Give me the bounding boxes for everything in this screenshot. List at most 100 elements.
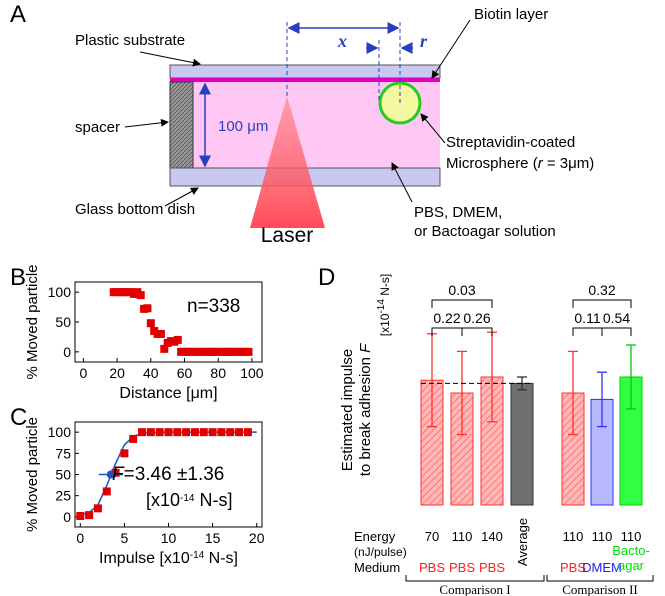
x-tick-label: 20 bbox=[249, 530, 265, 546]
point bbox=[245, 348, 253, 356]
label-part: = 3μm) bbox=[543, 155, 595, 172]
y-axis-label: % Moved particle bbox=[24, 417, 41, 532]
point bbox=[226, 428, 234, 436]
row-label: Energy bbox=[354, 529, 396, 544]
text-part: to break adhesion bbox=[357, 353, 374, 476]
label: 100 μm bbox=[218, 118, 268, 135]
y-tick-label: 100 bbox=[48, 424, 72, 440]
annotation: F=3.46 ±1.36 bbox=[112, 464, 224, 485]
y-tick-label: 0 bbox=[63, 509, 71, 525]
p-value: 0.32 bbox=[588, 282, 615, 298]
energy-label: 140 bbox=[481, 529, 503, 544]
text-part: N-s] bbox=[378, 274, 392, 299]
label: Biotin layer bbox=[474, 6, 548, 23]
point bbox=[120, 449, 128, 457]
text-part: [x10 bbox=[146, 490, 180, 510]
medium-label: Average bbox=[515, 518, 530, 566]
label: Glass bottom dish bbox=[75, 201, 195, 218]
y-axis-label: Estimated impulse bbox=[339, 349, 356, 472]
point bbox=[157, 330, 165, 338]
y-tick-label: 25 bbox=[55, 488, 71, 504]
point bbox=[244, 428, 252, 436]
energy-label: 110 bbox=[452, 529, 473, 544]
point bbox=[147, 319, 155, 327]
y-axis-label: to break adhesion F bbox=[357, 343, 374, 476]
energy-label: 110 bbox=[592, 529, 613, 544]
row-label: Medium bbox=[354, 560, 400, 575]
p-value: 0.26 bbox=[463, 310, 490, 326]
group-label: Comparison I bbox=[439, 582, 510, 596]
group-bracket bbox=[547, 575, 653, 581]
text-part: N-s] bbox=[194, 490, 232, 510]
x-tick-label: 10 bbox=[161, 530, 177, 546]
energy-label: 70 bbox=[425, 529, 439, 544]
medium-label: Bacto- bbox=[612, 543, 650, 558]
pointer bbox=[432, 20, 470, 78]
label: Plastic substrate bbox=[75, 32, 185, 49]
x-tick-label: 80 bbox=[210, 365, 226, 381]
significance-bracket bbox=[602, 328, 631, 336]
text-part: -14 bbox=[180, 493, 195, 504]
text-part: -14 bbox=[190, 550, 205, 561]
point bbox=[173, 428, 181, 436]
panel-label: D bbox=[318, 264, 335, 291]
x-tick-label: 0 bbox=[80, 365, 88, 381]
point bbox=[85, 511, 93, 519]
text-part: N-s] bbox=[204, 550, 238, 567]
point bbox=[165, 428, 173, 436]
group-label: Comparison II bbox=[562, 582, 637, 596]
point bbox=[182, 428, 190, 436]
group-bracket bbox=[406, 575, 544, 581]
y-tick-label: 75 bbox=[55, 445, 71, 461]
pointer bbox=[140, 52, 200, 64]
point bbox=[143, 304, 151, 312]
text-part: F bbox=[357, 343, 374, 353]
p-value: 0.03 bbox=[448, 282, 475, 298]
row-label: (nJ/pulse) bbox=[354, 545, 407, 559]
point bbox=[147, 428, 155, 436]
point bbox=[138, 428, 146, 436]
label: r bbox=[420, 31, 428, 51]
x-tick-label: 0 bbox=[76, 530, 84, 546]
label-part: Microsphere ( bbox=[446, 155, 538, 172]
point bbox=[217, 428, 225, 436]
text-part: [x10 bbox=[378, 313, 392, 336]
significance-bracket bbox=[573, 300, 631, 308]
panel-label: A bbox=[10, 1, 26, 28]
label: spacer bbox=[75, 119, 120, 136]
medium-label: PBS bbox=[479, 560, 505, 575]
label: or Bactoagar solution bbox=[414, 223, 556, 240]
annotation: [x10-14 N-s] bbox=[146, 490, 232, 510]
point bbox=[191, 428, 199, 436]
point bbox=[129, 435, 137, 443]
point bbox=[103, 487, 111, 495]
pointer bbox=[125, 122, 168, 127]
medium-label: DMEM bbox=[582, 560, 622, 575]
label: Streptavidin-coated bbox=[446, 134, 575, 151]
point bbox=[94, 504, 102, 512]
significance-bracket bbox=[432, 300, 492, 308]
significance-bracket bbox=[432, 328, 462, 336]
diagram: Plastic substrate spacer Glass bottom di… bbox=[75, 6, 594, 247]
x-tick-label: 60 bbox=[177, 365, 193, 381]
energy-label: 110 bbox=[621, 529, 642, 544]
x-axis-label: Distance [μm] bbox=[119, 385, 217, 402]
point bbox=[76, 512, 84, 520]
bar bbox=[511, 383, 533, 505]
x-tick-label: 100 bbox=[240, 365, 264, 381]
x-tick-label: 15 bbox=[205, 530, 221, 546]
point bbox=[156, 428, 164, 436]
p-value: 0.22 bbox=[433, 310, 460, 326]
label: Microsphere (r = 3μm) bbox=[446, 155, 594, 172]
x-tick-label: 20 bbox=[109, 365, 125, 381]
p-value: 0.11 bbox=[574, 310, 600, 326]
medium-label: PBS bbox=[419, 560, 445, 575]
label: PBS, DMEM, bbox=[414, 204, 502, 221]
figure: Plastic substrate spacer Glass bottom di… bbox=[0, 0, 665, 596]
text-part: =3.46 ±1.36 bbox=[124, 464, 225, 485]
medium-label: agar bbox=[618, 558, 645, 573]
point bbox=[200, 428, 208, 436]
spacer bbox=[170, 82, 193, 168]
label: Laser bbox=[261, 224, 314, 247]
y-tick-label: 50 bbox=[55, 314, 71, 330]
